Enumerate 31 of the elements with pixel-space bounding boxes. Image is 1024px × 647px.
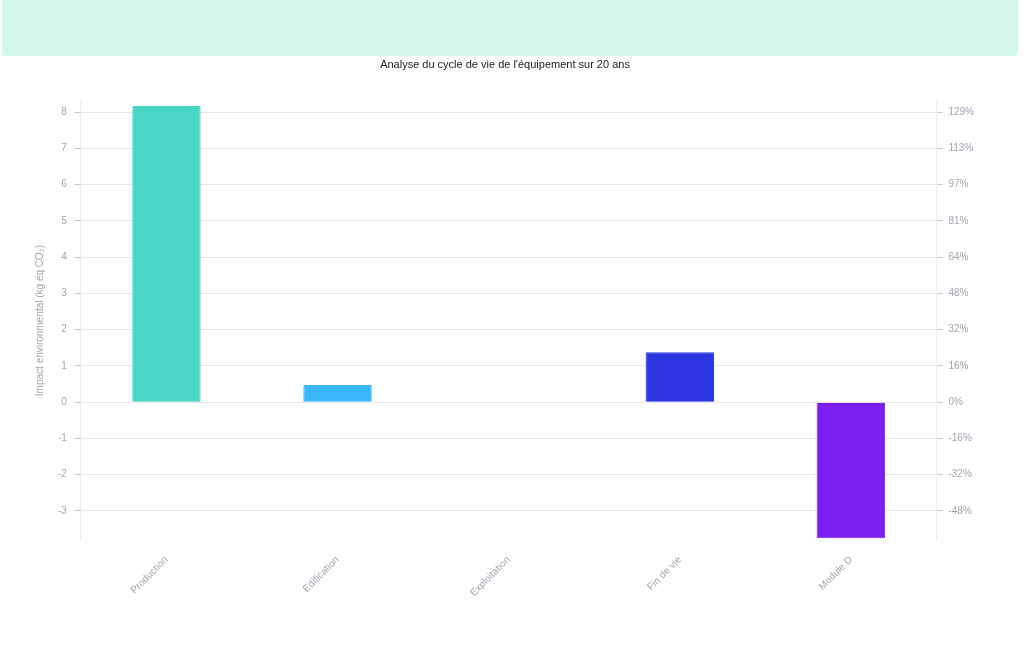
y-axis-title: Impact environmental (kg éq CO₂) — [33, 244, 45, 397]
y2-tick-label: -32% — [948, 468, 972, 480]
y-tick-label: 4 — [61, 250, 68, 262]
bar — [303, 385, 372, 402]
y-tick-label: 8 — [61, 105, 68, 117]
y2-tick-label: 129% — [948, 105, 975, 117]
y-tick-label: -1 — [57, 432, 68, 444]
y-tick-label: -3 — [57, 504, 68, 516]
y2-tick-label: 48% — [948, 287, 969, 299]
y-tick-label: 2 — [61, 323, 68, 335]
bar — [132, 105, 201, 402]
y2-tick-label: 97% — [948, 178, 969, 190]
y2-tick-label: 0% — [948, 395, 963, 407]
y-tick-label: 3 — [61, 287, 68, 299]
y2-tick-label: 32% — [948, 323, 969, 335]
chart-title: Analyse du cycle de vie de l'équipement sur 20 ans — [380, 57, 631, 70]
y2-tick-label: 16% — [948, 359, 969, 371]
y-tick-label: 6 — [61, 178, 68, 190]
y2-tick-label: -16% — [948, 432, 972, 444]
bar — [816, 402, 886, 539]
y2-tick-label: 81% — [948, 214, 969, 226]
y-tick-label: 0 — [61, 395, 68, 407]
y-tick-label: 1 — [61, 359, 68, 371]
y-tick-label: 5 — [61, 214, 68, 226]
y2-tick-label: 113% — [948, 142, 974, 154]
x-tick-label: Fin de vie — [644, 553, 684, 593]
y2-tick-label: 64% — [948, 250, 969, 262]
bar — [645, 352, 714, 402]
y2-tick-label: -48% — [948, 504, 972, 516]
y-tick-label: 7 — [61, 142, 68, 154]
y-tick-label: -2 — [57, 468, 68, 480]
